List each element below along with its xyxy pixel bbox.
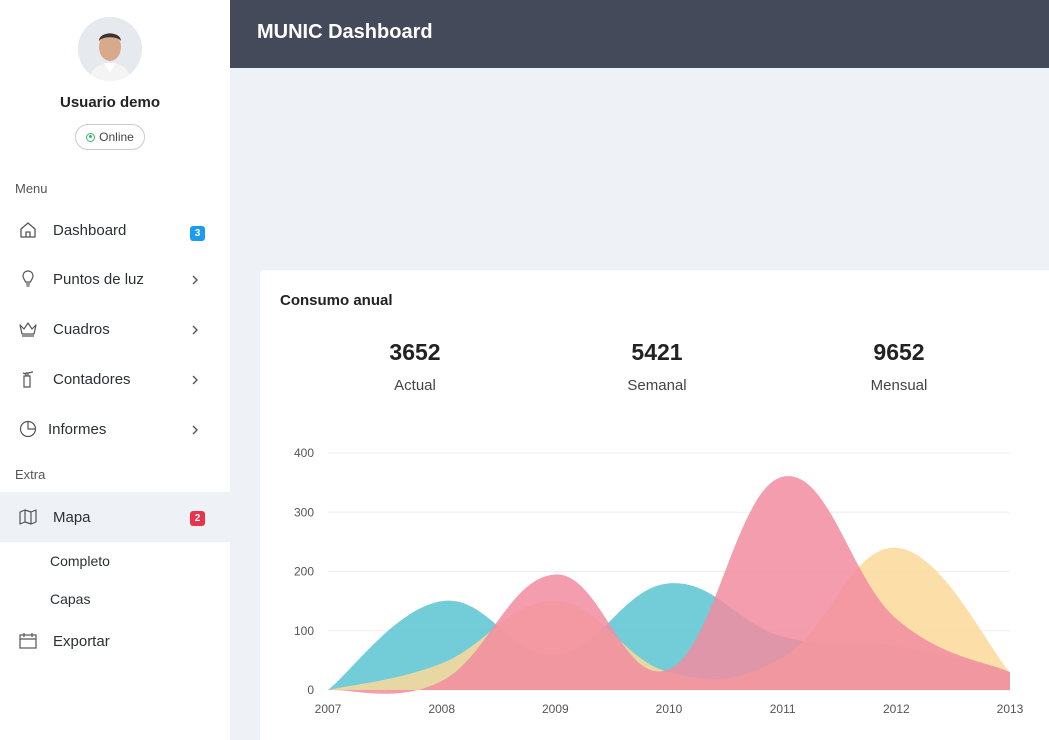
sidebar-item-label: Cuadros [53,320,110,338]
sidebar-subitem-completo[interactable]: Completo [50,553,110,569]
x-tick-label: 2010 [656,702,683,716]
sidebar-item-cuadros[interactable]: Cuadros [0,304,230,354]
x-tick-label: 2012 [883,702,910,716]
chevron-right-icon [192,325,198,335]
sidebar: Usuario demo Online Menu Dashboard 3 Pun… [0,0,230,740]
status-badge: Online [75,124,145,150]
x-tick-label: 2009 [542,702,569,716]
stat-value: 5421 [631,339,683,365]
page-title: MUNIC Dashboard [257,21,433,43]
sidebar-item-label: Puntos de luz [53,270,144,288]
top-header: MUNIC Dashboard [230,0,1049,68]
x-tick-label: 2011 [770,702,796,716]
area-series-3 [328,476,1010,694]
x-tick-label: 2007 [315,702,342,716]
sidebar-subitem-capas[interactable]: Capas [50,591,91,607]
stat-semanal: 5421 Semanal [577,339,737,394]
fire-extinguisher-icon [18,369,38,389]
status-text: Online [99,130,134,144]
sidebar-item-puntos-de-luz[interactable]: Puntos de luz [0,254,230,304]
map-icon [18,507,38,527]
x-tick-label: 2013 [997,702,1024,716]
sidebar-item-informes[interactable]: Informes [0,404,230,454]
stat-value: 3652 [389,339,441,365]
card-title: Consumo anual [280,292,393,309]
stat-label: Semanal [627,377,687,394]
sidebar-item-label: Informes [48,420,107,438]
lightbulb-icon [18,269,38,289]
sidebar-item-contadores[interactable]: Contadores [0,354,230,404]
sidebar-item-dashboard[interactable]: Dashboard 3 [0,205,230,255]
stat-actual: 3652 Actual [335,339,495,394]
notification-badge: 2 [190,511,205,526]
pie-chart-icon [18,419,38,439]
sidebar-item-label: Mapa [53,508,91,526]
notification-badge: 3 [190,226,205,241]
menu-section-label: Menu [15,181,48,196]
stat-value: 9652 [873,339,925,365]
chevron-right-icon [192,375,198,385]
user-name: Usuario demo [59,94,161,111]
y-tick-label: 300 [294,505,314,519]
stat-label: Actual [394,377,436,394]
crown-icon [18,319,38,339]
y-tick-label: 0 [307,683,314,697]
extra-section-label: Extra [15,467,46,482]
consumption-area-chart: 0 100 200 300 400 2007 2008 2009 2010 2011 2012 201… [294,446,1024,716]
sidebar-item-label: Contadores [53,370,131,388]
sidebar-item-exportar[interactable]: Exportar [0,616,230,666]
chevron-right-icon [192,275,198,285]
calendar-icon [18,631,38,651]
stat-mensual: 9652 Mensual [819,339,979,394]
y-tick-label: 200 [294,565,314,579]
home-icon [18,220,38,240]
stat-label: Mensual [870,377,928,394]
consumption-card: Consumo anual 3652 Actual 5421 Semanal 9… [260,270,1049,740]
sidebar-item-label: Exportar [53,632,110,650]
sidebar-item-label: Dashboard [53,221,127,239]
x-tick-label: 2008 [428,702,455,716]
online-dot-icon [86,132,96,142]
y-tick-label: 400 [294,446,314,460]
y-tick-label: 100 [294,624,314,638]
avatar[interactable] [78,17,142,81]
chevron-right-icon [192,425,198,435]
sidebar-item-mapa[interactable]: Mapa 2 [0,492,230,542]
